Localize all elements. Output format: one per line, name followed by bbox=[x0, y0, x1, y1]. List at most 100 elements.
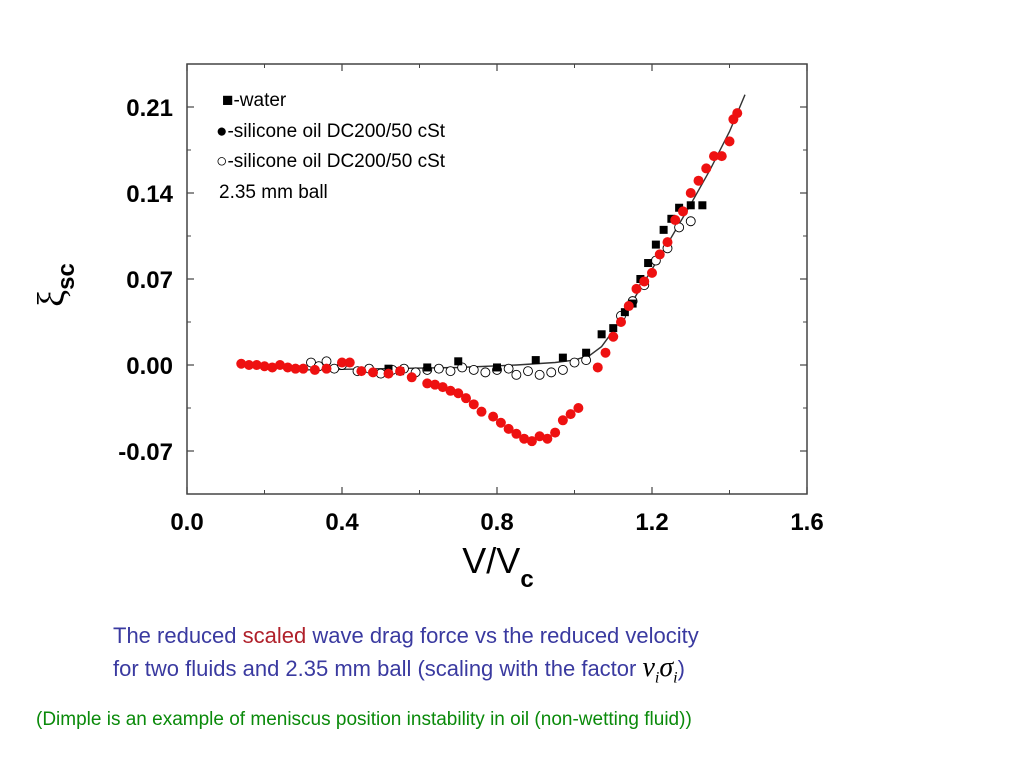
data-point-water bbox=[423, 363, 432, 372]
data-point-oil-filled bbox=[495, 417, 506, 428]
data-point-water bbox=[675, 203, 684, 212]
data-point-oil-open bbox=[534, 369, 545, 380]
data-point-oil-filled bbox=[461, 393, 471, 404]
data-point-water bbox=[558, 353, 567, 362]
data-point-water bbox=[620, 308, 629, 317]
data-points bbox=[236, 108, 743, 447]
data-point-oil-open bbox=[546, 367, 557, 378]
formula-sigma: σ bbox=[659, 652, 674, 683]
data-point-oil-filled bbox=[511, 428, 522, 439]
y-tick-label: 0.07 bbox=[126, 267, 173, 294]
data-point-water bbox=[531, 356, 540, 365]
formula-nu-index: i bbox=[654, 669, 660, 687]
x-tick-label: 0.0 bbox=[170, 509, 203, 536]
data-point-oil-filled bbox=[468, 399, 479, 410]
y-axis-label: ξsc bbox=[31, 263, 80, 307]
data-point-oil-open bbox=[468, 364, 479, 375]
data-point-water bbox=[651, 240, 660, 249]
data-point-oil-filled bbox=[616, 317, 626, 327]
x-axis-label: V/Vc bbox=[462, 540, 533, 593]
dimple-note: (Dimple is an example of meniscus positi… bbox=[36, 709, 692, 730]
data-point-oil-filled bbox=[383, 368, 394, 379]
data-point-oil-filled bbox=[662, 237, 673, 248]
data-point-oil-filled bbox=[488, 411, 499, 422]
data-point-oil-filled bbox=[709, 151, 719, 162]
data-point-oil-filled bbox=[275, 360, 285, 370]
data-point-oil-filled bbox=[647, 267, 657, 278]
data-point-oil-filled bbox=[631, 283, 642, 294]
data-point-oil-filled bbox=[519, 433, 530, 444]
series-square bbox=[384, 201, 707, 376]
caption-line-2: for two fluids and 2.35 mm ball (scaling… bbox=[113, 652, 699, 695]
data-point-oil-filled bbox=[573, 403, 584, 413]
data-point-oil-filled bbox=[422, 378, 433, 389]
data-point-oil-filled bbox=[670, 215, 681, 226]
legend-water: ■-water bbox=[222, 90, 287, 111]
data-point-oil-filled bbox=[716, 151, 727, 162]
data-point-oil-filled bbox=[251, 360, 262, 370]
data-point-oil-open bbox=[445, 366, 456, 377]
data-point-oil-filled bbox=[298, 363, 309, 374]
formula-nu: ν bbox=[642, 652, 655, 683]
axis-ticks bbox=[186, 64, 808, 494]
x-tick-label: 0.4 bbox=[325, 509, 359, 536]
x-tick-label: 1.2 bbox=[635, 509, 668, 536]
data-point-oil-filled bbox=[565, 409, 576, 420]
data-point-oil-filled bbox=[701, 163, 712, 174]
data-point-oil-open bbox=[685, 216, 696, 227]
caption-highlight: scaled bbox=[242, 623, 307, 648]
series-open-circle bbox=[306, 216, 696, 380]
data-point-oil-filled bbox=[724, 136, 735, 147]
data-point-oil-filled bbox=[244, 360, 254, 370]
data-point-oil-filled bbox=[290, 363, 301, 374]
legend-oil-open: ○-silicone oil DC200/50 cSt bbox=[216, 151, 446, 172]
data-point-oil-filled bbox=[678, 206, 688, 217]
data-point-oil-filled bbox=[395, 366, 406, 377]
x-tick-label: 0.8 bbox=[480, 509, 513, 536]
data-point-oil-filled bbox=[236, 358, 247, 369]
data-point-water bbox=[644, 259, 653, 268]
data-point-oil-filled bbox=[550, 427, 561, 438]
data-point-oil-filled bbox=[368, 367, 378, 378]
data-point-water bbox=[454, 357, 463, 366]
data-point-oil-open bbox=[503, 363, 514, 374]
x-tick-label: 1.6 bbox=[790, 509, 823, 536]
caption-line-1: The reduced scaled wave drag force vs th… bbox=[113, 620, 699, 652]
caption-line2-pre: for two fluids and 2.35 mm ball (scaling… bbox=[113, 656, 643, 681]
data-point-oil-filled bbox=[534, 431, 545, 442]
data-point-oil-filled bbox=[693, 175, 704, 186]
data-point-oil-filled bbox=[623, 301, 634, 312]
data-point-oil-open bbox=[557, 364, 568, 375]
data-point-oil-filled bbox=[639, 276, 650, 287]
data-point-oil-filled bbox=[476, 406, 487, 417]
data-point-oil-filled bbox=[267, 362, 278, 373]
caption-line1-pre: The reduced bbox=[113, 623, 243, 648]
y-axis-label-sub: sc bbox=[53, 263, 80, 290]
x-axis-label-sub: c bbox=[520, 566, 533, 593]
caption-line2-post: ) bbox=[677, 656, 685, 681]
data-point-oil-open bbox=[523, 366, 533, 377]
legend-ball-size: 2.35 mm ball bbox=[219, 182, 328, 203]
figure-caption: The reduced scaled wave drag force vs th… bbox=[113, 620, 699, 695]
y-tick-label: -0.07 bbox=[118, 439, 173, 466]
data-point-oil-filled bbox=[503, 423, 514, 434]
svg-text:V/Vc: V/Vc bbox=[462, 540, 533, 593]
data-point-oil-filled bbox=[732, 108, 743, 119]
data-point-oil-filled bbox=[337, 357, 347, 368]
data-point-oil-filled bbox=[321, 363, 332, 374]
y-tick-label: 0.00 bbox=[126, 353, 173, 380]
data-point-oil-filled bbox=[453, 388, 464, 399]
data-point-water bbox=[659, 225, 668, 234]
data-point-water bbox=[609, 324, 618, 333]
svg-text:ξsc: ξsc bbox=[31, 263, 80, 307]
data-point-oil-filled bbox=[542, 433, 553, 444]
data-point-oil-open bbox=[581, 355, 592, 366]
data-point-oil-filled bbox=[592, 362, 603, 373]
fit-line bbox=[303, 94, 746, 371]
data-point-oil-filled bbox=[654, 249, 665, 260]
caption-line1-post: wave drag force vs the reduced velocity bbox=[306, 623, 699, 648]
data-point-oil-filled bbox=[259, 361, 270, 372]
data-point-oil-filled bbox=[445, 385, 456, 396]
data-point-water bbox=[686, 201, 695, 210]
data-point-oil-filled bbox=[437, 382, 448, 393]
